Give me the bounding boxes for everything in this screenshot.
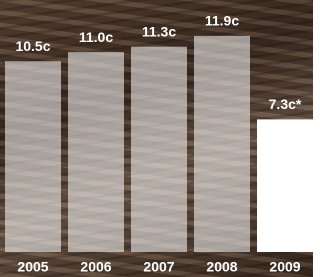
value-label: 11.3c [142,23,176,39]
bar [194,36,250,252]
bar [68,52,124,252]
value-label: 10.5c [15,38,50,54]
x-tick-label: 2009 [269,259,300,275]
value-label: 11.0c [79,29,113,45]
chart: 10.5c 2005 11.0c 2006 11.3c 2007 11.9c 2008 7.3c… [0,0,313,277]
value-label: 7.3c* [269,96,302,112]
chart-background: 10.5c 2005 11.0c 2006 11.3c 2007 11.9c 2008 7.3c… [0,0,313,277]
x-tick-label: 2008 [206,259,237,275]
value-label: 11.9c [205,13,239,29]
bar [131,47,187,252]
bar [5,61,61,252]
bar [257,119,313,252]
x-tick-label: 2007 [143,259,174,275]
x-tick-label: 2005 [17,259,48,275]
x-tick-label: 2006 [80,259,111,275]
